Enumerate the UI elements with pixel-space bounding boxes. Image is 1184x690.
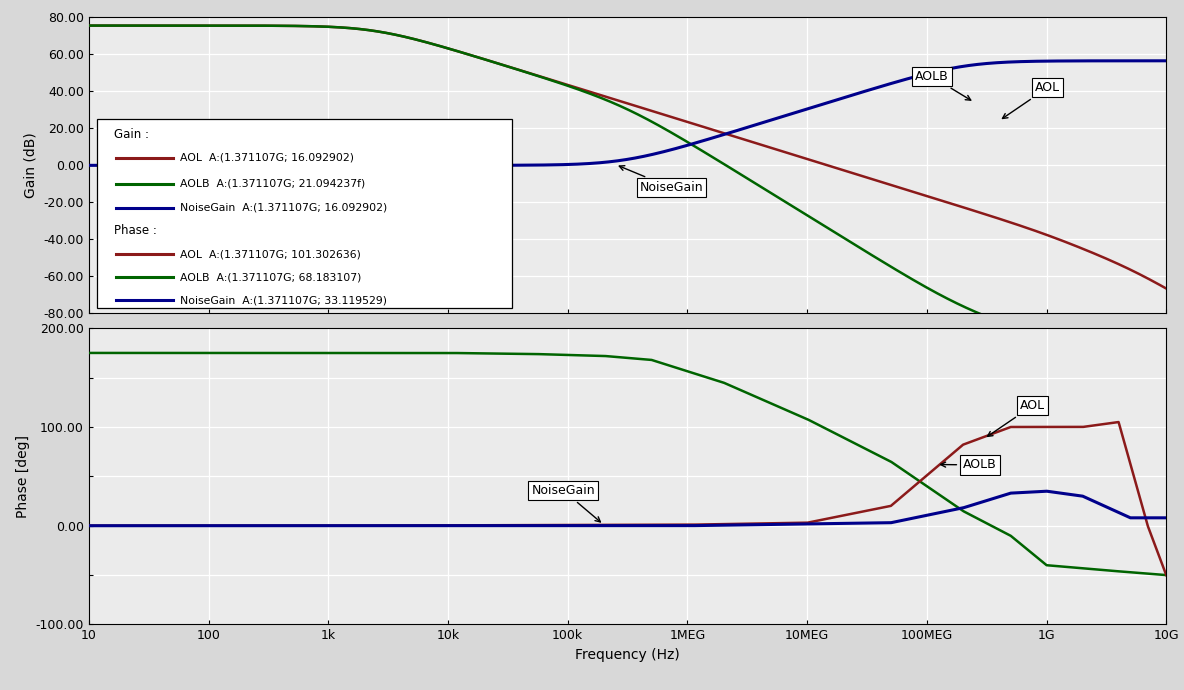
Text: NoiseGain: NoiseGain	[619, 166, 703, 195]
Y-axis label: Gain (dB): Gain (dB)	[24, 132, 38, 198]
Text: AOL  A:(1.371107G; 16.092902): AOL A:(1.371107G; 16.092902)	[180, 153, 354, 163]
Text: AOL: AOL	[1003, 81, 1060, 119]
Text: NoiseGain  A:(1.371107G; 33.119529): NoiseGain A:(1.371107G; 33.119529)	[180, 295, 387, 306]
X-axis label: Frequency (Hz): Frequency (Hz)	[575, 648, 680, 662]
Y-axis label: Phase [deg]: Phase [deg]	[17, 435, 30, 518]
Text: AOLB: AOLB	[940, 458, 997, 471]
Text: AOLB: AOLB	[915, 70, 971, 100]
Text: Phase :: Phase :	[114, 224, 156, 237]
Text: AOL: AOL	[987, 400, 1045, 436]
Text: Gain :: Gain :	[114, 128, 148, 141]
FancyBboxPatch shape	[97, 119, 513, 308]
Text: AOL  A:(1.371107G; 101.302636): AOL A:(1.371107G; 101.302636)	[180, 249, 361, 259]
Text: NoiseGain  A:(1.371107G; 16.092902): NoiseGain A:(1.371107G; 16.092902)	[180, 203, 387, 213]
Text: AOLB  A:(1.371107G; 21.094237f): AOLB A:(1.371107G; 21.094237f)	[180, 179, 366, 189]
Text: NoiseGain: NoiseGain	[532, 484, 600, 522]
Text: AOLB  A:(1.371107G; 68.183107): AOLB A:(1.371107G; 68.183107)	[180, 273, 362, 282]
